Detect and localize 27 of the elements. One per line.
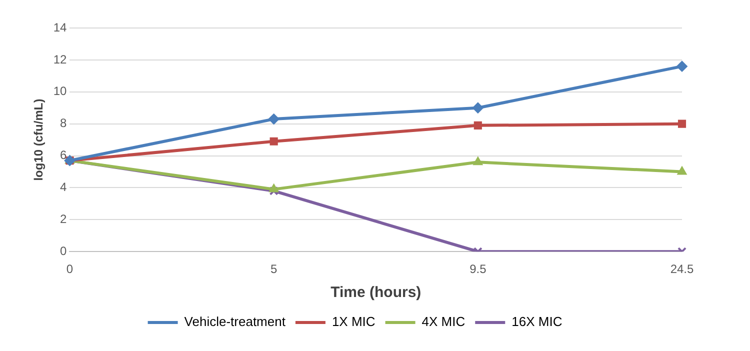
x-tick-label: 5 <box>270 262 278 276</box>
x-tick-label: 24.5 <box>670 262 694 276</box>
point <box>269 184 279 192</box>
point <box>268 114 280 125</box>
legend-label: Vehicle-treatment <box>184 314 286 330</box>
point <box>473 156 483 166</box>
x-axis-title: Time (hours) <box>330 284 422 302</box>
y-tick-label: 4 <box>60 180 68 194</box>
point <box>472 102 484 114</box>
point <box>677 166 687 175</box>
point <box>270 137 278 146</box>
point <box>676 60 688 72</box>
point <box>269 186 278 196</box>
y-tick-label: 12 <box>53 52 68 66</box>
point <box>474 121 482 130</box>
legend-label: 1X MIC <box>332 314 376 330</box>
y-axis-title: log10 (cfu/mL) <box>32 98 46 181</box>
y-tick-label: 0 <box>60 244 68 258</box>
y-tick-label: 10 <box>53 84 68 98</box>
x-tick-label: 9.5 <box>470 262 487 276</box>
y-tick-label: 14 <box>53 20 68 34</box>
legend-label: 16X MIC <box>512 314 562 330</box>
point <box>678 120 686 128</box>
y-tick-label: 6 <box>60 148 68 162</box>
legend-label: 4X MIC <box>422 314 466 330</box>
y-tick-label: 8 <box>60 116 68 130</box>
y-tick-label: 2 <box>60 212 68 226</box>
